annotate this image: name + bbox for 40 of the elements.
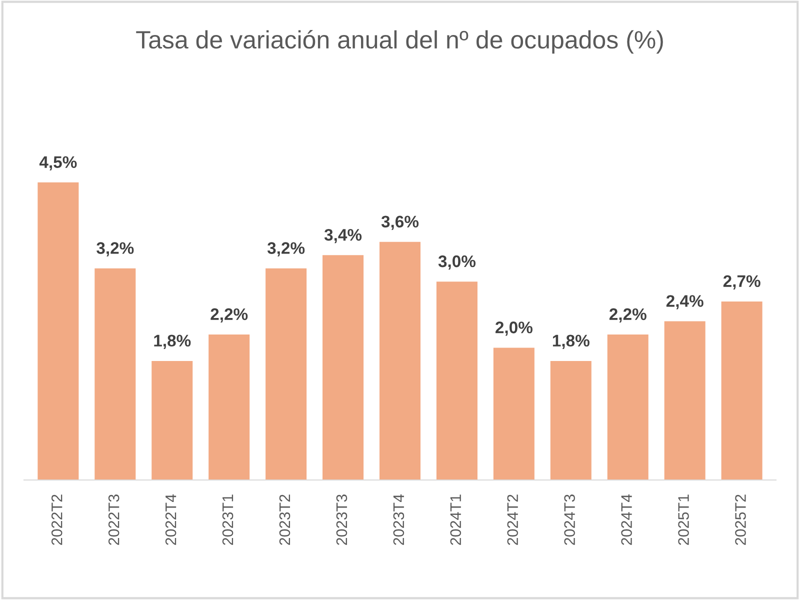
bar [436, 282, 478, 480]
bar [266, 268, 307, 480]
data-label: 3,6% [381, 216, 419, 230]
bar [322, 255, 364, 480]
x-tick-label: 2023T2 [279, 494, 290, 545]
data-label: 2,2% [609, 308, 646, 323]
data-label: 4,5% [39, 156, 77, 170]
chart-title: Tasa de variación anual del nº de ocupados (%) [136, 30, 663, 54]
bar [664, 321, 706, 480]
bar [550, 360, 592, 480]
x-tick-label: 2024T4 [621, 494, 632, 545]
bar [379, 242, 421, 480]
x-tick-label: 2025T1 [678, 494, 689, 545]
data-label: 3,0% [438, 255, 476, 270]
x-tick-label: 2024T1 [450, 494, 462, 545]
x-tick-label: 2024T3 [564, 494, 576, 545]
data-label: 2,2% [210, 308, 248, 323]
data-label: 3,2% [267, 242, 305, 256]
x-tick-label: 2025T2 [735, 494, 746, 545]
x-tick-label: 2023T1 [222, 494, 234, 545]
data-label: 2,7% [723, 275, 760, 290]
bar [38, 182, 79, 480]
x-tick-label: 2022T3 [108, 494, 120, 545]
data-label: 1,8% [154, 334, 191, 349]
bar [493, 348, 534, 480]
x-tick-label: 2024T2 [507, 494, 518, 545]
bar [721, 301, 762, 480]
data-label: 2,0% [496, 322, 532, 336]
bar [152, 360, 193, 480]
data-label: 3,2% [96, 242, 134, 256]
data-label: 2,4% [666, 295, 704, 310]
bar [607, 334, 648, 480]
bar [208, 334, 250, 480]
data-label: 1,8% [552, 334, 590, 349]
x-tick-label: 2022T2 [51, 494, 62, 545]
data-label: 3,4% [324, 228, 362, 244]
x-tick-label: 2022T4 [165, 494, 176, 545]
x-tick-label: 2023T4 [393, 494, 404, 545]
bar [94, 268, 136, 480]
x-tick-label: 2023T3 [336, 494, 348, 545]
